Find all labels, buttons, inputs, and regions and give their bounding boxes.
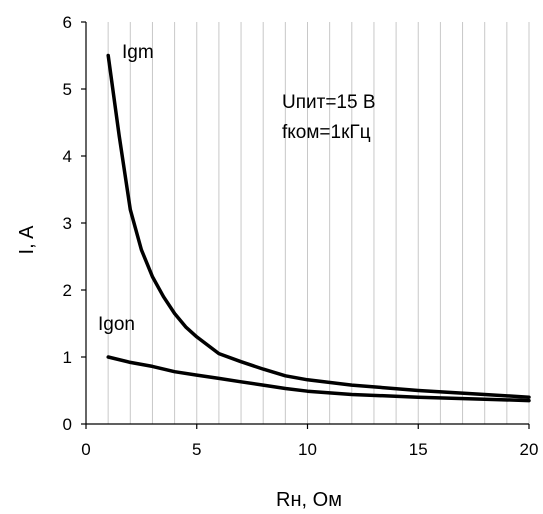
- y-tick-label-1: 1: [63, 348, 72, 367]
- y-tick-label-0: 0: [63, 415, 72, 434]
- x-tick-label-20: 20: [520, 440, 539, 459]
- series-lines: [106, 53, 531, 403]
- grid: [107, 22, 530, 424]
- axes: [81, 21, 530, 429]
- series-line-igon: [106, 355, 531, 403]
- tick-labels: 0 1 2 3 4 5 6 0 5 10 15 20: [63, 13, 539, 459]
- y-tick-label-3: 3: [63, 214, 72, 233]
- x-tick-label-5: 5: [192, 440, 201, 459]
- y-tick-label-2: 2: [63, 281, 72, 300]
- series-label-igm: Igm: [122, 42, 154, 63]
- series-line-igm: [106, 53, 531, 399]
- x-tick-label-10: 10: [298, 440, 317, 459]
- x-tick-label-0: 0: [81, 440, 90, 459]
- series-label-igon: Igon: [98, 314, 135, 335]
- x-axis-label: Rн, Ом: [276, 489, 342, 511]
- y-axis-label: I, A: [16, 225, 38, 255]
- x-tick-label-15: 15: [409, 440, 428, 459]
- annotation-frequency: fком=1кГц: [282, 122, 371, 143]
- y-tick-label-6: 6: [63, 13, 72, 32]
- y-tick-label-4: 4: [63, 147, 72, 166]
- annotation-supply-voltage: Uпит=15 В: [282, 92, 376, 113]
- y-tick-label-5: 5: [63, 80, 72, 99]
